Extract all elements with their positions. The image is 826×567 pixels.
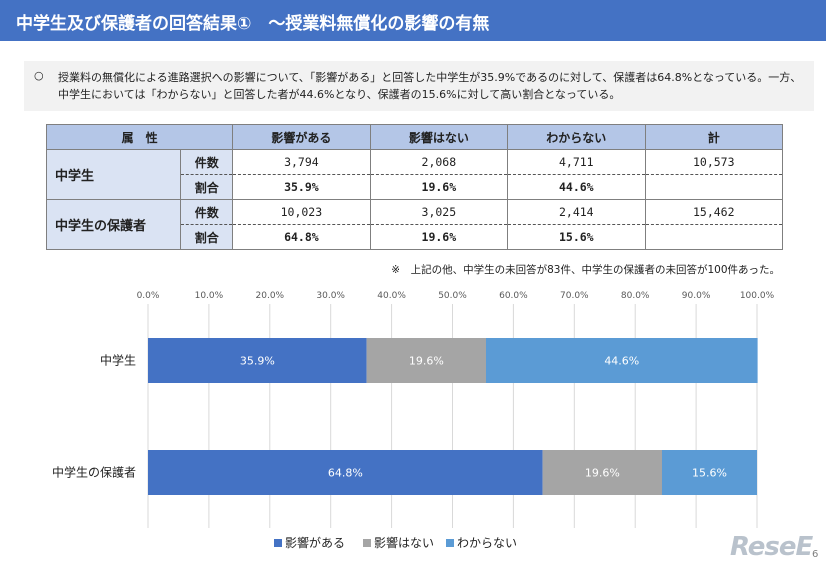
legend-swatch (363, 539, 371, 547)
bar-segment (661, 450, 757, 495)
bar-segment (542, 450, 662, 495)
row-label-count: 件数 (180, 149, 234, 175)
stacked-bar-chart: 0.0% 10.0% 20.0% 30.0% 40.0% 50.0% 60.0% 70.0% 8… (52, 291, 775, 550)
tick-label: 100.0% (740, 291, 775, 301)
table-row: 中学生の保護者 件数 10,023 3,025 2,414 15,462 (45, 199, 783, 250)
cell-count: 2,414 (507, 199, 646, 225)
data-label: 64.8% (328, 467, 363, 480)
tick-label: 60.0% (499, 291, 528, 301)
bar-segment (485, 338, 758, 383)
tick-label: 90.0% (682, 291, 711, 301)
group-label-student: 中学生 (45, 149, 182, 200)
cell-ratio: 35.9% (232, 174, 371, 200)
tick-label: 70.0% (560, 291, 589, 301)
cell-total: 15,462 (644, 199, 783, 225)
cell-empty (644, 174, 783, 200)
site-logo: ReseE (730, 532, 813, 562)
cell-ratio: 19.6% (369, 224, 509, 250)
legend-swatch (274, 539, 282, 547)
cell-ratio: 15.6% (507, 224, 646, 250)
tick-label: 50.0% (438, 291, 467, 301)
group-label-parent: 中学生の保護者 (45, 199, 182, 250)
cell-count: 3,794 (232, 149, 371, 175)
cell-count: 2,068 (369, 149, 509, 175)
data-label: 44.6% (604, 355, 639, 368)
cell-ratio: 44.6% (507, 174, 646, 200)
data-label: 35.9% (240, 355, 275, 368)
tick-label: 80.0% (621, 291, 650, 301)
table-row: 割合 64.8% 19.6% 15.6% (47, 224, 783, 250)
summary-text: 授業料の無償化による進路選択への影響について、「影響がある」と回答した中学生が3… (58, 71, 802, 101)
category-label: 中学生 (100, 353, 136, 368)
bar-segment (366, 338, 486, 383)
header-not-affected: 影響はない (369, 124, 509, 150)
result-table: 属 性 影響がある 影響はない わからない 計 中学生 件数 3,794 2,0… (45, 124, 783, 250)
cell-total: 10,573 (644, 149, 783, 175)
row-label-ratio: 割合 (180, 174, 234, 200)
header-bar: 中学生及び保護者の回答結果① ～授業料無償化の影響の有無 (0, 0, 826, 41)
header-attribute: 属 性 (45, 124, 234, 150)
summary-bullet: ○ (34, 69, 44, 82)
cell-empty (644, 224, 783, 250)
category-label: 中学生の保護者 (52, 465, 136, 480)
row-label-ratio: 割合 (180, 224, 234, 250)
table-header-row: 属 性 影響がある 影響はない わからない 計 (45, 124, 783, 150)
data-label: 19.6% (585, 467, 620, 480)
data-label: 19.6% (409, 355, 444, 368)
tick-label: 0.0% (137, 291, 160, 301)
header-affected: 影響がある (232, 124, 371, 150)
legend-swatch (446, 539, 454, 547)
tick-label: 30.0% (316, 291, 345, 301)
page-number: 6 (812, 549, 819, 560)
table-row: 割合 35.9% 19.6% 44.6% (47, 174, 783, 200)
cell-ratio: 19.6% (369, 174, 509, 200)
legend-label: 影響がある (285, 535, 345, 550)
summary-box: ○ 授業料の無償化による進路選択への影響について、「影響がある」と回答した中学生… (24, 61, 814, 111)
row-label-count: 件数 (180, 199, 234, 225)
page-title: 中学生及び保護者の回答結果① ～授業料無償化の影響の有無 (16, 14, 490, 34)
tick-label: 20.0% (256, 291, 285, 301)
tick-label: 40.0% (377, 291, 406, 301)
legend-label: わからない (457, 536, 517, 550)
cell-count: 3,025 (369, 199, 509, 225)
data-label: 15.6% (692, 467, 727, 480)
cell-count: 4,711 (507, 149, 646, 175)
cell-ratio: 64.8% (232, 224, 371, 250)
bar-segment (148, 338, 367, 383)
cell-count: 10,023 (232, 199, 371, 225)
legend-label: 影響はない (374, 535, 434, 550)
header-total: 計 (644, 124, 783, 150)
table-note: ※ 上記の他、中学生の未回答が83件、中学生の保護者の未回答が100件あった。 (391, 264, 780, 276)
bar-segment (148, 450, 543, 495)
table-row: 中学生 件数 3,794 2,068 4,711 10,573 (45, 149, 783, 200)
header-unknown: わからない (507, 124, 646, 150)
tick-label: 10.0% (195, 291, 224, 301)
